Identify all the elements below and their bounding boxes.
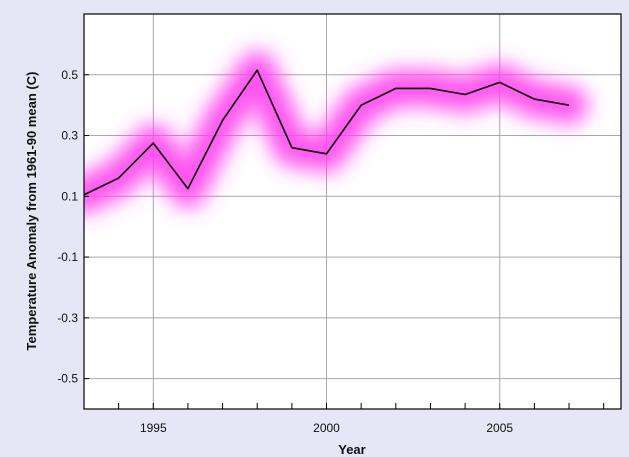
series-line [84,69,570,196]
series-line-layer [84,69,570,196]
y-tick-label: -0.3 [57,311,78,325]
y-tick-label: 0.5 [61,68,78,82]
x-axis-title: Year [338,442,365,457]
y-tick-label: 0.3 [61,129,78,143]
y-axis-title: Temperature Anomaly from 1961-90 mean (C… [24,72,39,351]
y-tick-label: 0.1 [61,189,78,203]
ticks: -0.5 -0.3 -0.1 0.1 0.3 0.5 1995 2000 2005 [57,68,605,435]
x-tick-label: 2000 [313,421,340,435]
plot-area [84,14,621,409]
y-tick-label: -0.1 [57,250,78,264]
x-tick-label: 2005 [486,421,513,435]
plot-frame [83,13,622,410]
y-tick-label: -0.5 [57,372,78,386]
x-tick-label: 1995 [140,421,167,435]
